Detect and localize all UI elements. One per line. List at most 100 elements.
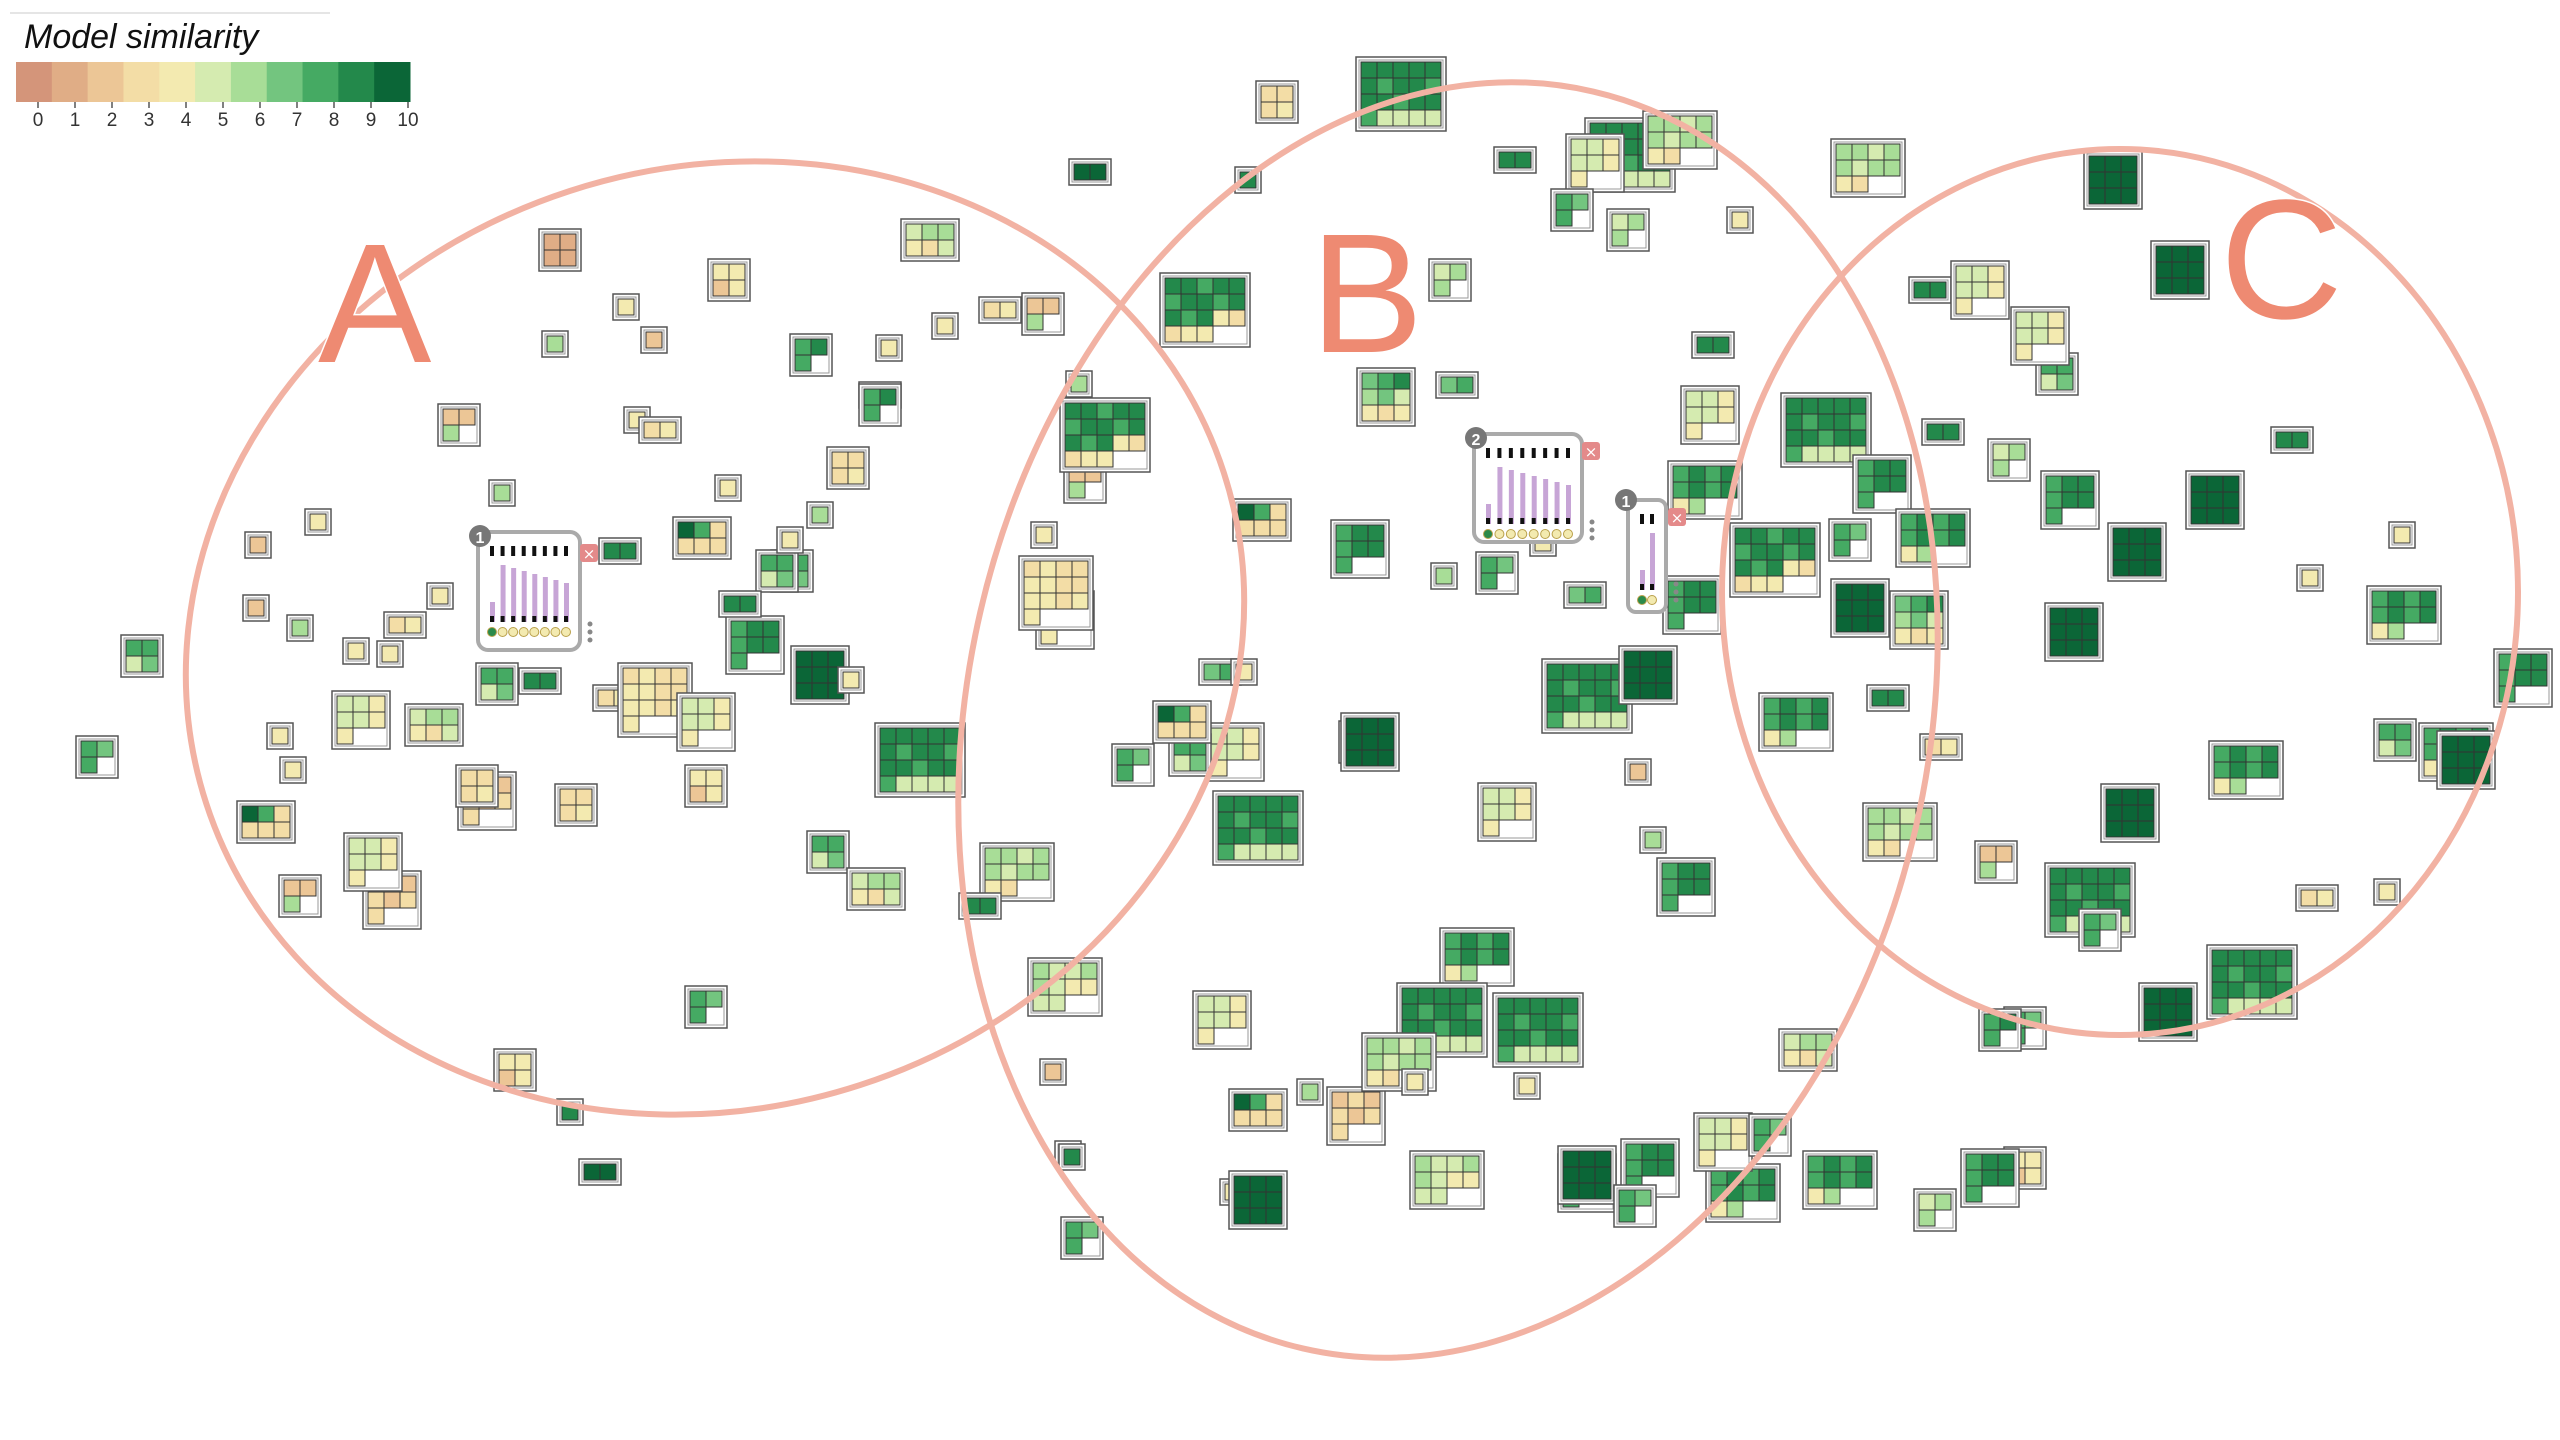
model-glyph[interactable] [598, 537, 642, 565]
model-glyph[interactable] [120, 634, 164, 678]
model-glyph[interactable] [1435, 371, 1479, 399]
more-icon[interactable] [1589, 519, 1595, 525]
model-glyph[interactable] [1557, 1145, 1617, 1205]
model-glyph[interactable] [518, 667, 562, 695]
model-glyph[interactable] [1396, 982, 1488, 1058]
model-glyph[interactable] [2107, 522, 2167, 582]
model-glyph[interactable] [725, 615, 785, 675]
model-glyph[interactable] [837, 666, 865, 694]
model-glyph[interactable] [1693, 1112, 1753, 1172]
model-glyph[interactable] [455, 764, 499, 808]
model-glyph[interactable] [1828, 518, 1872, 562]
model-glyph[interactable] [1409, 1150, 1485, 1210]
model-glyph[interactable] [1228, 1170, 1288, 1230]
model-glyph[interactable] [900, 218, 960, 262]
model-glyph[interactable] [2078, 908, 2122, 952]
model-glyph[interactable] [426, 582, 454, 610]
model-glyph[interactable] [1356, 367, 1416, 427]
selected-node-a[interactable]: 1 × [469, 525, 598, 652]
model-glyph[interactable] [707, 258, 751, 302]
model-glyph[interactable] [640, 326, 668, 354]
model-glyph[interactable] [1477, 782, 1537, 842]
model-glyph[interactable] [1021, 292, 1065, 336]
model-glyph[interactable] [714, 474, 742, 502]
model-glyph[interactable] [2295, 884, 2339, 912]
model-glyph[interactable] [1401, 1068, 1429, 1096]
model-glyph[interactable] [242, 594, 270, 622]
model-glyph[interactable] [1950, 260, 2010, 320]
model-glyph[interactable] [1058, 1143, 1086, 1171]
model-glyph[interactable] [1152, 700, 1212, 744]
model-glyph[interactable] [684, 985, 728, 1029]
model-glyph[interactable] [806, 830, 850, 874]
model-glyph[interactable] [612, 293, 640, 321]
model-glyph[interactable] [1624, 758, 1652, 786]
model-glyph[interactable] [1802, 1150, 1878, 1210]
model-glyph[interactable] [684, 764, 728, 808]
model-glyph[interactable] [1866, 684, 1910, 712]
model-glyph[interactable] [437, 403, 481, 447]
model-glyph[interactable] [1908, 276, 1952, 304]
model-glyph[interactable] [343, 832, 403, 892]
model-glyph[interactable] [1758, 692, 1834, 752]
model-glyph[interactable] [1780, 392, 1872, 468]
model-glyph[interactable] [1729, 522, 1821, 598]
model-glyph[interactable] [1212, 790, 1304, 866]
model-glyph[interactable] [554, 783, 598, 827]
model-glyph[interactable] [1852, 454, 1912, 514]
selected-node-b[interactable]: 2 × [1465, 427, 1600, 544]
model-glyph[interactable] [1680, 385, 1740, 445]
model-glyph[interactable] [331, 690, 391, 750]
model-glyph[interactable] [1192, 990, 1252, 1050]
model-glyph[interactable] [1111, 743, 1155, 787]
model-glyph[interactable] [1830, 578, 1890, 638]
model-glyph[interactable] [1613, 1184, 1657, 1228]
model-glyph[interactable] [676, 692, 736, 752]
model-glyph[interactable] [1255, 80, 1299, 124]
model-glyph[interactable] [2150, 240, 2210, 300]
model-glyph[interactable] [236, 800, 296, 844]
model-glyph[interactable] [1862, 802, 1938, 862]
model-glyph[interactable] [1830, 138, 1906, 198]
model-glyph[interactable] [1987, 438, 2031, 482]
model-glyph[interactable] [1430, 562, 1458, 590]
model-glyph[interactable] [776, 526, 804, 554]
model-glyph[interactable] [1060, 1216, 1104, 1260]
model-glyph[interactable] [1330, 519, 1390, 579]
model-glyph[interactable] [1662, 575, 1722, 635]
model-glyph[interactable] [541, 330, 569, 358]
model-glyph[interactable] [1565, 133, 1625, 193]
model-glyph[interactable] [875, 334, 903, 362]
model-glyph[interactable] [493, 1048, 537, 1092]
model-glyph[interactable] [1563, 581, 1607, 609]
model-glyph[interactable] [1913, 1188, 1957, 1232]
model-glyph[interactable] [376, 640, 404, 668]
model-glyph[interactable] [1068, 158, 1112, 186]
model-glyph[interactable] [978, 296, 1022, 324]
model-glyph[interactable] [2270, 426, 2314, 454]
selected-node-c[interactable]: 1 × [1615, 489, 1686, 614]
model-glyph[interactable] [1059, 397, 1151, 473]
model-glyph[interactable] [383, 611, 427, 639]
model-glyph[interactable] [1513, 1072, 1541, 1100]
model-glyph[interactable] [1030, 521, 1058, 549]
model-glyph[interactable] [1475, 551, 1519, 595]
model-glyph[interactable] [789, 333, 833, 377]
model-glyph[interactable] [755, 549, 799, 593]
model-glyph[interactable] [1018, 555, 1094, 631]
model-glyph[interactable] [2044, 602, 2104, 662]
model-glyph[interactable] [718, 590, 762, 618]
model-glyph[interactable] [2296, 564, 2324, 592]
model-glyph[interactable] [578, 1158, 622, 1186]
model-glyph[interactable] [278, 874, 322, 918]
model-glyph[interactable] [1493, 146, 1537, 174]
model-glyph[interactable] [874, 722, 966, 798]
model-glyph[interactable] [1039, 1058, 1067, 1086]
model-glyph[interactable] [2206, 944, 2298, 1020]
model-glyph[interactable] [826, 446, 870, 490]
model-glyph[interactable] [1921, 418, 1965, 446]
model-glyph[interactable] [2010, 306, 2070, 366]
model-glyph[interactable] [2208, 740, 2284, 800]
model-glyph[interactable] [2493, 648, 2553, 708]
